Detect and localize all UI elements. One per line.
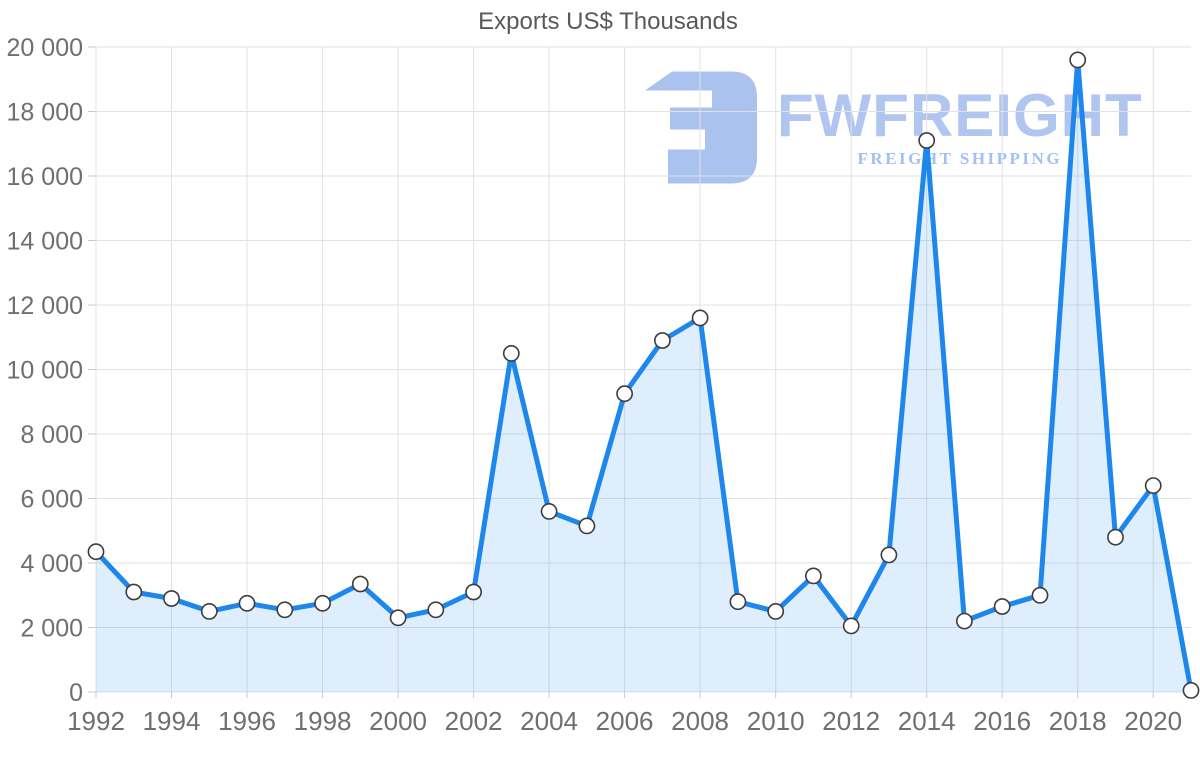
y-axis-label: 10 000 [7,357,83,385]
data-point-2020[interactable] [1144,477,1162,494]
data-point-2004[interactable] [540,502,558,520]
chart-title: Exports US$ Thousands [478,8,738,35]
x-axis-label: 1998 [294,706,352,736]
x-axis-label: 2016 [973,706,1031,736]
data-point-2013[interactable] [880,546,898,564]
data-point-2019[interactable] [1107,528,1124,546]
data-point-2017[interactable] [1031,586,1049,604]
x-axis-label: 2000 [369,706,427,736]
data-point-2005[interactable] [578,517,596,535]
series-area-fill [96,59,1191,692]
data-point-1993[interactable] [125,583,143,601]
data-point-2006[interactable] [616,385,633,403]
data-point-2012[interactable] [842,617,860,635]
data-point-2000[interactable] [389,609,407,627]
data-point-2021[interactable] [1182,682,1200,699]
data-point-1996[interactable] [238,594,256,612]
y-axis-label: 8 000 [20,421,83,449]
y-axis-label: 18 000 [7,99,83,127]
x-axis-label: 2006 [596,706,654,736]
x-axis-label: 2008 [671,706,729,736]
x-axis-label: 2020 [1124,706,1182,736]
x-axis-label: 1992 [67,706,125,736]
data-point-1994[interactable] [163,590,180,607]
data-point-2009[interactable] [729,593,747,611]
data-point-2001[interactable] [427,601,445,619]
x-axis-label: 2010 [747,706,805,736]
y-axis-label: 2 000 [20,615,83,643]
x-axis-label: 2012 [822,706,880,736]
data-point-2015[interactable] [956,612,973,630]
data-point-2014[interactable] [918,132,936,149]
x-axis-label: 1996 [218,706,276,736]
data-point-2002[interactable] [465,583,482,601]
data-point-2016[interactable] [993,598,1011,615]
y-axis-label: 0 [69,679,83,707]
brand-tagline: FREIGHT SHIPPING [857,149,1063,168]
data-point-1999[interactable] [351,575,369,593]
data-point-2003[interactable] [502,344,520,362]
y-axis-label: 6 000 [20,486,83,514]
brand-logo-icon [645,71,757,184]
x-axis-label: 2004 [520,706,578,736]
x-axis-label: 1994 [143,706,201,736]
data-point-2008[interactable] [691,309,709,327]
data-point-1997[interactable] [276,601,294,619]
data-point-1998[interactable] [314,594,331,612]
x-axis-label: 2018 [1049,706,1107,736]
y-axis-label: 4 000 [20,550,83,578]
x-axis-label: 2002 [445,706,503,736]
data-point-2007[interactable] [654,332,671,349]
x-axis-label: 2014 [898,706,956,736]
y-axis-label: 12 000 [7,292,83,320]
y-axis-label: 20 000 [7,34,83,62]
data-point-2018[interactable] [1069,51,1087,69]
y-axis-label: 16 000 [7,163,83,191]
data-point-2010[interactable] [767,603,785,620]
data-point-1992[interactable] [87,543,105,561]
y-axis-label: 14 000 [7,228,83,256]
data-point-1995[interactable] [200,603,218,620]
data-point-2011[interactable] [805,567,822,585]
